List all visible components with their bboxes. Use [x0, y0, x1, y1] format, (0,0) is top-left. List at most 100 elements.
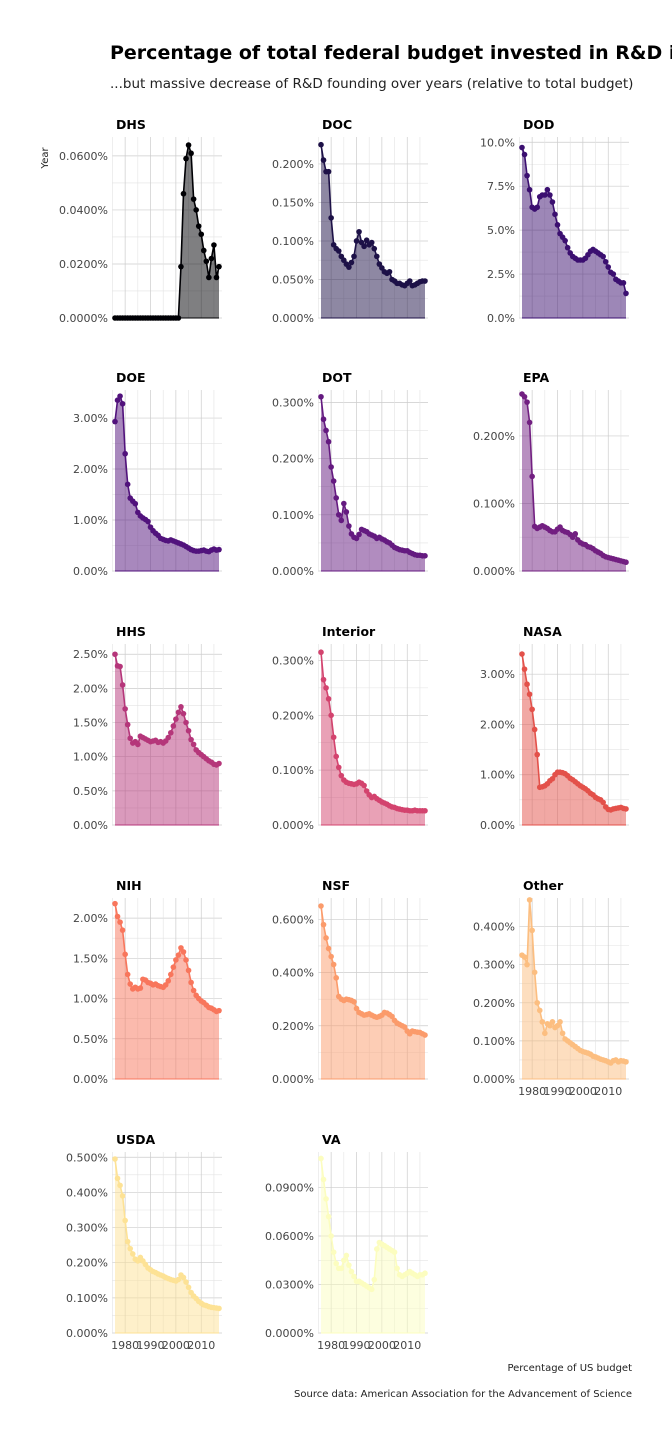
data-point	[178, 263, 184, 270]
data-point	[346, 1262, 352, 1268]
facet-panels: DHS 0.0000% 0.0200% 0.0400% 0.0600% DOC 0.000%…	[59, 117, 629, 1352]
y-tick-label: 0.00%	[73, 565, 108, 578]
data-point	[183, 719, 189, 726]
data-point	[554, 222, 561, 228]
data-point	[190, 987, 197, 994]
chart-title: Percentage of total federal budget inves…	[110, 42, 672, 64]
data-point	[610, 271, 617, 277]
y-tick-label: 0.200%	[473, 997, 515, 1010]
source-caption: Source data: American Association for th…	[294, 1389, 632, 1400]
data-point	[185, 967, 192, 974]
y-tick-label: 0.200%	[473, 430, 515, 443]
facet-dod: DOD 0.0% 2.5% 5.0% 7.5% 10.0%	[480, 117, 629, 325]
data-point	[119, 682, 126, 688]
data-point	[325, 696, 332, 702]
data-point	[127, 1245, 134, 1252]
data-point	[422, 807, 428, 814]
data-point	[341, 500, 347, 507]
data-point	[351, 253, 357, 260]
data-point	[549, 775, 556, 782]
data-point	[361, 782, 367, 789]
facet-title: VA	[322, 1132, 341, 1147]
data-point	[328, 953, 334, 960]
data-point	[124, 971, 131, 978]
data-point	[114, 1175, 121, 1182]
data-point	[529, 706, 535, 713]
y-tick-label: 10.0%	[480, 136, 515, 149]
y-tick-label: 0.100%	[272, 509, 314, 522]
facet-nasa: NASA 0.00% 1.00% 2.00% 3.00%	[480, 624, 629, 832]
data-point	[519, 144, 525, 151]
y-tick-label: 0.300%	[473, 959, 515, 972]
y-tick-label: 1.00%	[73, 514, 108, 527]
data-point	[117, 1182, 123, 1189]
y-tick-label: 0.0300%	[265, 1279, 314, 1292]
y-tick-label: 2.00%	[73, 912, 108, 925]
data-point	[526, 186, 533, 193]
y-tick-label: 0.400%	[272, 967, 314, 980]
x-tick-label: 2010	[594, 1085, 622, 1098]
data-point	[180, 190, 187, 197]
data-point	[117, 663, 123, 670]
data-point	[193, 207, 199, 213]
data-point	[323, 1196, 329, 1202]
data-point	[112, 1156, 118, 1162]
data-point	[185, 727, 192, 734]
data-point	[623, 1059, 629, 1065]
data-point	[185, 142, 192, 148]
facet-title: DOE	[116, 370, 146, 385]
data-point	[183, 957, 189, 963]
data-point	[135, 741, 141, 748]
data-point	[178, 945, 184, 951]
data-point	[195, 223, 202, 229]
y-tick-label: 0.0000%	[265, 1327, 314, 1340]
data-point	[356, 228, 362, 235]
data-point	[333, 975, 340, 981]
y-tick-label: 5.0%	[487, 224, 515, 237]
facet-dot: DOT 0.000% 0.100% 0.200% 0.300%	[272, 370, 428, 578]
data-point	[119, 400, 126, 407]
data-point	[531, 726, 538, 733]
x-tick-label: 2010	[187, 1339, 215, 1352]
data-point	[348, 1268, 355, 1275]
x-tick-label: 2000	[162, 1339, 190, 1352]
data-point	[351, 1273, 357, 1280]
facet-usda: USDA 0.000% 0.100% 0.200% 0.300% 0.400% 0.500%…	[66, 1132, 222, 1352]
facet-title: NIH	[116, 878, 142, 893]
y-tick-label: 0.000%	[66, 1327, 108, 1340]
data-point	[129, 1251, 136, 1257]
data-point	[122, 706, 128, 712]
facet-title: Other	[523, 878, 564, 893]
data-point	[346, 523, 352, 529]
data-point	[536, 1007, 543, 1014]
data-point	[320, 1176, 327, 1183]
data-point	[190, 196, 197, 202]
y-tick-label: 0.150%	[272, 196, 314, 209]
data-point	[531, 969, 538, 976]
facet-title: HHS	[116, 624, 146, 639]
data-point	[173, 716, 179, 722]
data-point	[117, 919, 123, 925]
x-tick-label: 1980	[518, 1085, 546, 1098]
data-point	[175, 709, 182, 716]
data-point	[529, 927, 535, 934]
data-point	[180, 1274, 187, 1281]
y-tick-label: 0.400%	[473, 921, 515, 934]
data-point	[198, 231, 205, 238]
y-tick-label: 0.0400%	[59, 204, 108, 217]
area-fill-usda	[115, 1159, 219, 1333]
data-point	[539, 1019, 546, 1025]
facet-title: DHS	[116, 117, 146, 132]
facet-doe: DOE 0.00% 1.00% 2.00% 3.00%	[73, 370, 222, 578]
area-fill-va	[321, 1158, 425, 1333]
data-point	[112, 651, 118, 658]
y-tick-label: 0.50%	[73, 1033, 108, 1046]
data-point	[162, 982, 169, 988]
data-point	[351, 999, 357, 1005]
facet-doc: DOC 0.000% 0.050% 0.100% 0.150% 0.200%	[272, 117, 428, 325]
data-point	[602, 258, 609, 265]
y-tick-label: 0.000%	[473, 1073, 515, 1086]
data-point	[338, 517, 345, 524]
data-point	[165, 978, 172, 984]
data-point	[623, 559, 629, 566]
